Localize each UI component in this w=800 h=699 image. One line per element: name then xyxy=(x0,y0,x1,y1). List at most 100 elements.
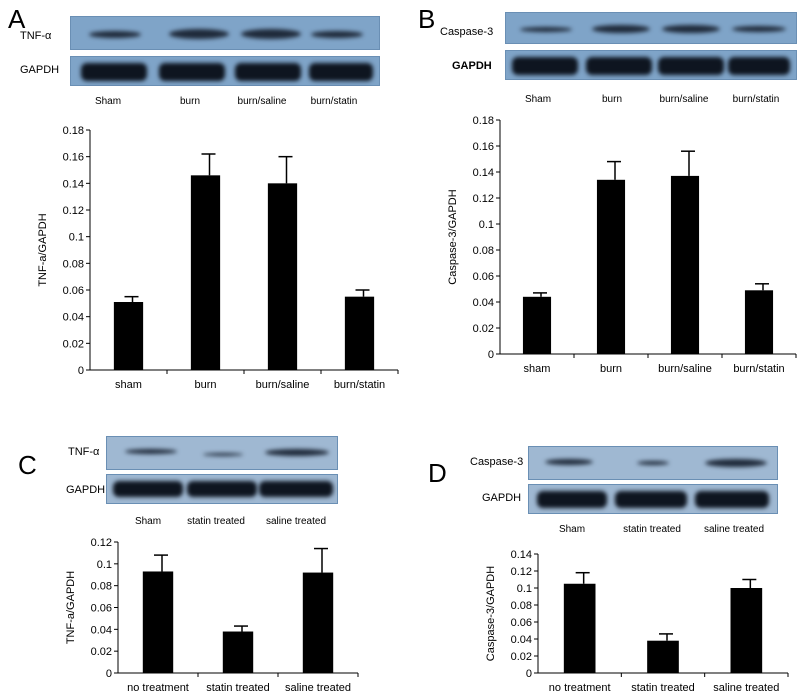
y-tick-label: 0.12 xyxy=(91,537,112,549)
blot-band xyxy=(520,27,572,32)
y-tick-label: 0.04 xyxy=(63,312,84,324)
panel-b-lane-label: burn/statin xyxy=(732,94,780,105)
x-tick-label: no treatment xyxy=(549,682,611,694)
x-tick-label: no treatment xyxy=(127,682,189,694)
bar xyxy=(563,583,596,673)
panel-c-target-blot xyxy=(106,436,338,470)
x-tick-label: saline treated xyxy=(285,682,351,694)
bar xyxy=(267,183,298,370)
y-tick-label: 0 xyxy=(526,668,532,680)
x-tick-label: saline treated xyxy=(713,682,779,694)
blot-band xyxy=(658,57,724,75)
bar xyxy=(647,640,679,673)
x-tick-label: sham xyxy=(115,379,142,391)
y-tick-label: 0.18 xyxy=(473,115,494,127)
y-tick-label: 0.06 xyxy=(511,617,532,629)
blot-band xyxy=(537,491,607,508)
y-tick-label: 0.16 xyxy=(473,141,494,153)
panel-letter-c: C xyxy=(18,450,37,480)
bar xyxy=(222,631,254,673)
panel-a-lane-label: burn/saline xyxy=(237,96,287,107)
y-tick-label: 0.12 xyxy=(473,193,494,205)
bar xyxy=(113,302,144,370)
panel-d-loading-label: GAPDH xyxy=(482,492,522,504)
panel-b-lane-label: Sham xyxy=(524,94,552,105)
y-tick-label: 0.12 xyxy=(511,566,532,578)
blot-band xyxy=(203,453,243,456)
bar xyxy=(190,175,221,370)
y-tick-label: 0.14 xyxy=(63,178,84,190)
panel-a-gapdh-blot xyxy=(70,56,380,86)
y-tick-label: 0.06 xyxy=(63,285,84,297)
y-tick-label: 0.16 xyxy=(63,152,84,164)
y-tick-label: 0.1 xyxy=(97,559,112,571)
panel-c-lane-label: saline treated xyxy=(265,516,327,527)
blot-band xyxy=(705,459,767,467)
blot-band xyxy=(637,461,669,465)
bar xyxy=(744,290,774,354)
panel-d-lane-label: Sham xyxy=(558,524,586,535)
panel-c-loading-label: GAPDH xyxy=(66,484,106,496)
bar xyxy=(670,175,700,354)
panel-c-bar-chart: 0 0.02 0.04 0.06 0.08 0.1 0.12 TNF-a/GAPDH no tr… xyxy=(65,537,359,694)
panel-a-bar-chart: 0 0.02 0.04 0.06 0.08 0.1 0.12 0.14 0.16 0.18 TNF-… xyxy=(37,125,399,391)
x-tick-label: burn/statin xyxy=(733,363,784,375)
x-tick-label: sham xyxy=(524,363,551,375)
blot-band xyxy=(89,31,141,38)
blot-band xyxy=(592,25,650,33)
panel-c-lane-label: statin treated xyxy=(187,516,245,527)
y-axis-label: TNF-a/GAPDH xyxy=(65,571,77,644)
panel-b-gapdh-blot xyxy=(505,50,797,80)
y-tick-label: 0.02 xyxy=(91,646,112,658)
panel-c-gapdh-blot xyxy=(106,474,338,504)
panel-a-loading-label: GAPDH xyxy=(20,64,60,76)
panel-b-lane-label: burn xyxy=(601,94,623,105)
y-tick-label: 0.08 xyxy=(91,581,112,593)
y-tick-label: 0.18 xyxy=(63,125,84,137)
panel-c-target-label: TNF-α xyxy=(68,446,100,458)
blot-band xyxy=(125,449,177,454)
y-tick-label: 0.02 xyxy=(473,323,494,335)
y-tick-label: 0.02 xyxy=(63,338,84,350)
y-axis-label: TNF-a/GAPDH xyxy=(37,213,49,286)
bar xyxy=(730,588,763,673)
x-tick-label: burn/saline xyxy=(256,379,310,391)
blot-band xyxy=(728,57,790,75)
panel-b-bar-chart: 0 0.02 0.04 0.06 0.08 0.1 0.12 0.14 0.16 0.18 Casp… xyxy=(447,115,797,375)
bar xyxy=(522,296,552,354)
blot-band xyxy=(241,29,301,39)
blot-band xyxy=(311,31,363,38)
y-tick-label: 0.08 xyxy=(63,258,84,270)
x-tick-label: statin treated xyxy=(206,682,270,694)
blot-band xyxy=(265,449,329,456)
y-tick-label: 0 xyxy=(488,349,494,361)
blot-band xyxy=(113,481,183,497)
y-tick-label: 0.02 xyxy=(511,651,532,663)
blot-band xyxy=(309,63,373,81)
blot-band xyxy=(545,459,593,465)
panel-d-bar-chart: 0 0.02 0.04 0.06 0.08 0.1 0.12 0.14 Caspase-3/GA… xyxy=(485,549,789,694)
blot-band xyxy=(615,491,687,508)
y-tick-label: 0.04 xyxy=(511,634,532,646)
panel-d-gapdh-blot xyxy=(528,484,778,514)
panel-letter-a: A xyxy=(8,4,26,34)
blot-band xyxy=(695,491,769,508)
y-tick-label: 0.08 xyxy=(473,245,494,257)
x-tick-label: burn xyxy=(600,363,622,375)
y-tick-label: 0.14 xyxy=(473,167,494,179)
y-tick-label: 0.12 xyxy=(63,205,84,217)
blot-band xyxy=(159,63,225,81)
x-tick-label: burn/statin xyxy=(334,379,385,391)
y-axis-label: Caspase-3/GAPDH xyxy=(447,189,459,284)
y-tick-label: 0 xyxy=(78,365,84,377)
x-tick-label: burn xyxy=(194,379,216,391)
y-tick-label: 0.04 xyxy=(91,624,112,636)
panel-d-target-label: Caspase-3 xyxy=(470,456,524,468)
y-tick-label: 0.14 xyxy=(511,549,532,561)
y-tick-label: 0.06 xyxy=(473,271,494,283)
bar xyxy=(302,572,334,673)
blot-band xyxy=(512,57,578,75)
y-tick-label: 0.04 xyxy=(473,297,494,309)
bar xyxy=(344,296,375,370)
panel-b-lane-label: burn/saline xyxy=(659,94,709,105)
